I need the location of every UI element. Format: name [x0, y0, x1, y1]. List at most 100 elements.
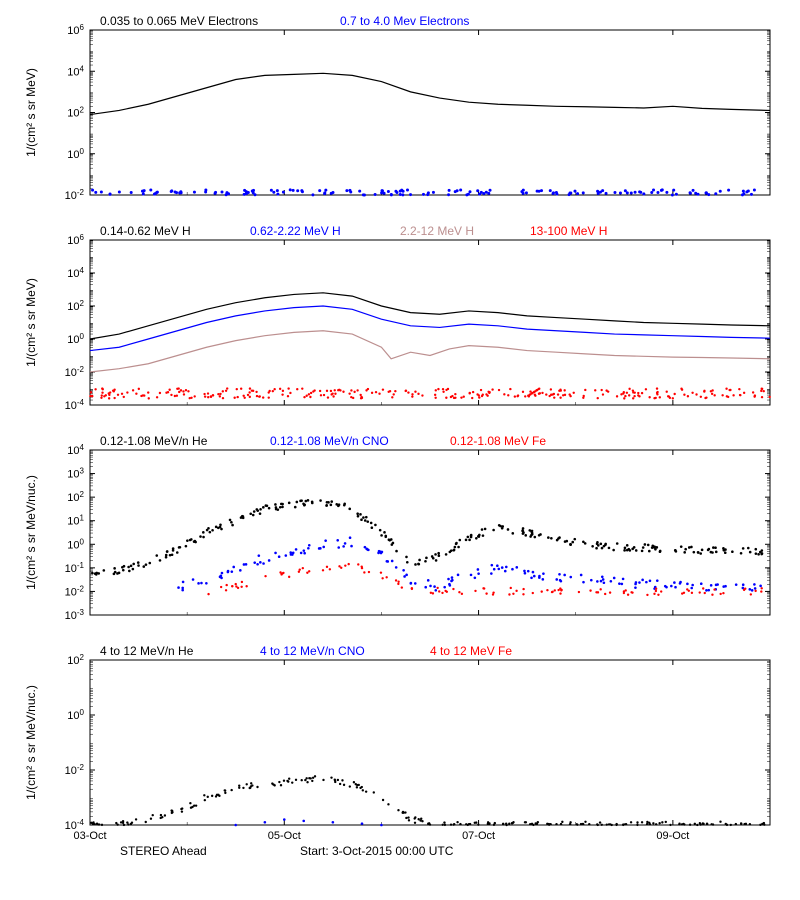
scatter-point: [381, 577, 383, 579]
scatter-point: [760, 553, 763, 556]
scatter-point: [705, 191, 708, 194]
scatter-point: [101, 394, 103, 396]
scatter-point: [368, 571, 370, 573]
scatter-point: [255, 508, 258, 511]
scatter-point: [449, 551, 452, 554]
scatter-point: [343, 784, 345, 786]
scatter-point: [509, 388, 511, 390]
scatter-point: [105, 394, 107, 396]
scatter-point: [318, 547, 321, 550]
scatter-point: [238, 787, 240, 789]
scatter-point: [349, 191, 352, 194]
scatter-point: [204, 395, 206, 397]
scatter-point: [215, 795, 217, 797]
scatter-point: [312, 390, 314, 392]
scatter-point: [545, 393, 547, 395]
scatter-point: [180, 389, 182, 391]
scatter-point: [164, 814, 166, 816]
scatter-point: [502, 823, 504, 825]
scatter-point: [683, 592, 685, 594]
scatter-point: [281, 572, 283, 574]
scatter-point: [348, 392, 350, 394]
scatter-point: [539, 392, 541, 394]
scatter-point: [327, 396, 329, 398]
scatter-point: [457, 574, 460, 577]
scatter-point: [273, 388, 275, 390]
scatter-point: [253, 561, 256, 564]
scatter-point: [638, 581, 641, 584]
scatter-point: [132, 563, 135, 566]
scatter-point: [646, 594, 648, 596]
scatter-point: [230, 521, 233, 524]
scatter-point: [142, 192, 145, 195]
scatter-point: [295, 779, 297, 781]
scatter-point: [222, 390, 224, 392]
scatter-point: [325, 504, 328, 507]
scatter-point: [393, 393, 395, 395]
scatter-point: [266, 504, 269, 507]
scatter-point: [91, 572, 94, 575]
scatter-point: [364, 519, 367, 522]
scatter-point: [165, 556, 168, 559]
legend-label: 0.12-1.08 MeV/n CNO: [270, 434, 389, 448]
scatter-point: [609, 591, 611, 593]
scatter-point: [655, 823, 657, 825]
scatter-point: [387, 391, 389, 393]
scatter-point: [193, 395, 195, 397]
scatter-point: [278, 781, 280, 783]
scatter-point: [546, 589, 548, 591]
scatter-point: [472, 391, 474, 393]
scatter-point: [302, 502, 305, 505]
scatter-point: [345, 189, 348, 192]
scatter-point: [148, 562, 151, 565]
scatter-point: [322, 569, 324, 571]
scatter-point: [122, 569, 125, 572]
scatter-point: [424, 560, 427, 563]
scatter-point: [647, 544, 650, 547]
scatter-point: [408, 819, 410, 821]
scatter-point: [437, 552, 440, 555]
scatter-point: [156, 191, 159, 194]
scatter-point: [123, 824, 125, 826]
scatter-point: [471, 397, 473, 399]
scatter-point: [689, 192, 692, 195]
scatter-point: [483, 587, 485, 589]
scatter-point: [559, 592, 561, 594]
scatter-point: [595, 591, 597, 593]
scatter-point: [302, 567, 304, 569]
scatter-point: [726, 395, 728, 397]
scatter-point: [672, 189, 675, 192]
scatter-point: [176, 551, 179, 554]
scatter-point: [703, 390, 705, 392]
scatter-point: [275, 508, 278, 511]
scatter-point: [367, 549, 370, 552]
scatter-point: [264, 575, 266, 577]
scatter-point: [451, 579, 454, 582]
scatter-point: [427, 823, 429, 825]
scatter-point: [613, 577, 616, 580]
scatter-point: [531, 823, 533, 825]
scatter-point: [582, 581, 585, 584]
scatter-point: [714, 546, 717, 549]
scatter-point: [289, 188, 292, 191]
scatter-point: [326, 566, 328, 568]
scatter-point: [307, 499, 310, 502]
scatter-point: [274, 552, 277, 555]
scatter-point: [204, 190, 207, 193]
scatter-point: [444, 824, 446, 826]
scatter-point: [628, 394, 630, 396]
scatter-point: [175, 191, 178, 194]
scatter-point: [522, 192, 525, 195]
scatter-point: [653, 545, 656, 548]
scatter-point: [672, 397, 674, 399]
scatter-point: [90, 391, 92, 393]
scatter-point: [531, 532, 534, 535]
scatter-point: [511, 532, 514, 535]
scatter-point: [324, 189, 327, 192]
scatter-point: [659, 396, 661, 398]
scatter-point: [442, 391, 444, 393]
scatter-point: [460, 396, 462, 398]
scatter-point: [126, 391, 128, 393]
scatter-point: [489, 189, 492, 192]
scatter-point: [204, 799, 206, 801]
